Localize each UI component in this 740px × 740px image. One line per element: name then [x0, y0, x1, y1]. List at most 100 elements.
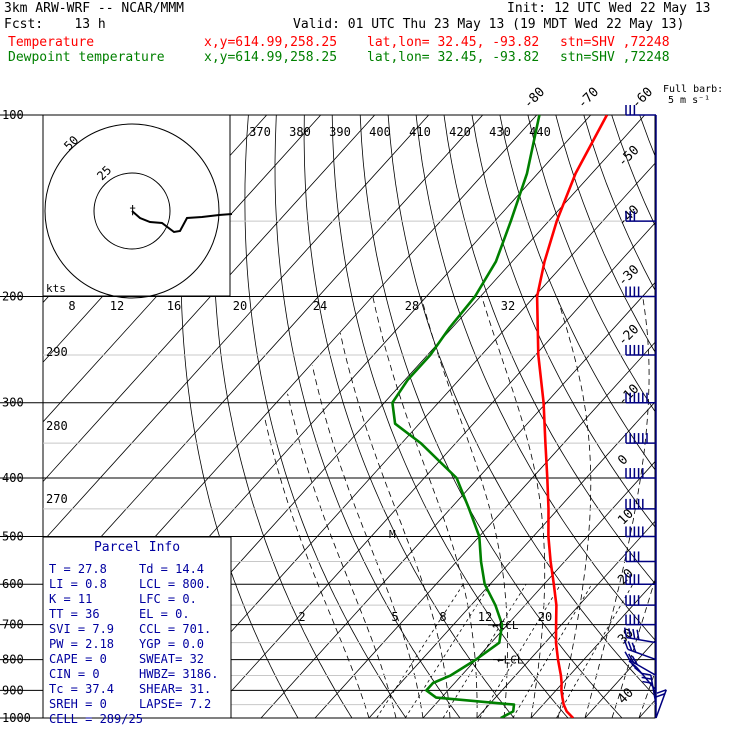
dry-adiabat	[415, 115, 655, 641]
barb-flag	[624, 651, 631, 661]
dry-adiabat	[303, 115, 515, 718]
wind-barb	[625, 614, 656, 626]
hodograph-ring-50	[44, 123, 220, 299]
pressure-label: 700	[2, 618, 24, 632]
isotherm	[368, 401, 655, 718]
barb-staff	[627, 648, 657, 661]
pressure-label: 600	[2, 577, 24, 591]
pressure-label: 100	[2, 108, 24, 122]
theta-label: 440	[529, 125, 551, 139]
forecast-hour: Fcst: 13 h	[4, 17, 106, 32]
mixing-ratio-label: 32	[501, 299, 515, 313]
parcel-row-right: LAPSE= 7.2	[139, 697, 211, 711]
pressure-label: 300	[2, 396, 24, 410]
wind-barb	[625, 574, 656, 585]
isotherm	[206, 222, 655, 718]
isotherm	[314, 341, 655, 718]
moist-adiabat	[287, 393, 397, 718]
mixing-ratio-line	[479, 583, 562, 718]
parcel-row-left: TT = 36	[49, 607, 100, 621]
moist-adiabat	[311, 365, 424, 718]
barb-flag	[631, 642, 637, 653]
temp-label: 0	[615, 452, 631, 468]
temp-label: -80	[521, 85, 548, 112]
theta-label: 380	[289, 125, 311, 139]
hodograph-origin-marker: †	[129, 203, 136, 217]
barb-key-line2: 5 m s⁻¹	[668, 95, 710, 106]
wind-barb	[623, 639, 657, 661]
temp-label: -30	[615, 262, 642, 289]
legend-temperature-label: Temperature	[8, 35, 95, 50]
parcel-row-right: EL = 0.	[139, 607, 190, 621]
wind-barb	[625, 211, 656, 222]
level-marker-lcl: ←LCL	[497, 654, 524, 667]
parcel-row-left: CAPE = 0	[49, 652, 107, 666]
mixing-ratio-label: 24	[313, 299, 327, 313]
pressure-label: 1000	[2, 711, 31, 725]
moist-adiabat	[638, 670, 655, 718]
wind-barb	[625, 433, 656, 444]
parcel-row-left: LI = 0.8	[49, 577, 107, 591]
theta-left-label: 280	[46, 419, 68, 433]
wind-barb	[625, 286, 656, 298]
dry-adiabat	[668, 115, 740, 718]
mixing-ratio-label-low: 2	[298, 610, 305, 624]
isotherm	[638, 699, 655, 718]
isotherm	[152, 162, 655, 718]
moist-adiabat	[584, 296, 650, 718]
wind-barb	[624, 651, 657, 677]
mixing-ratio-label: 8	[68, 299, 75, 313]
temp-label: -60	[629, 85, 656, 112]
mixing-ratio-label: 12	[110, 299, 124, 313]
parcel-row-left: CIN = 0	[49, 667, 100, 681]
barb-flag	[655, 693, 666, 698]
barb-flag	[656, 689, 667, 694]
parcel-row-left: SREH = 0	[49, 697, 107, 711]
legend-dewpoint-latlon: lat,lon= 32.45, -93.82	[367, 50, 540, 65]
mixing-ratio-label-low: 8	[439, 610, 446, 624]
wind-barb	[625, 526, 656, 538]
theta-label: 370	[249, 125, 271, 139]
parcel-row-right: Td = 14.4	[139, 562, 204, 576]
wind-barb	[625, 595, 656, 606]
parcel-info-box: Parcel Info T = 27.8 Td = 14.4 LI = 0.8 LCL …	[42, 536, 232, 726]
parcel-row-left: PW = 2.18	[49, 637, 114, 651]
isotherm	[422, 461, 655, 718]
dry-adiabat	[696, 115, 740, 718]
hodograph-ring-25	[93, 172, 171, 250]
legend-temperature-latlon: lat,lon= 32.45, -93.82	[367, 35, 540, 50]
wind-barb	[628, 660, 657, 691]
moist-adiabat	[420, 296, 509, 718]
wind-barbs	[623, 105, 667, 719]
hodograph-trace	[131, 210, 233, 234]
hodograph-frame	[42, 114, 231, 297]
isotherm	[476, 520, 655, 718]
dry-adiabat	[244, 115, 407, 718]
parcel-row-left: K = 11	[49, 592, 92, 606]
barb-staff	[629, 659, 657, 677]
barb-key-line1: Full barb:	[663, 84, 723, 95]
wind-barb	[625, 392, 656, 404]
hodograph-units: kts	[46, 282, 66, 295]
parcel-row-left: Tc = 37.4	[49, 682, 114, 696]
parcel-row-right: CCL = 701.	[139, 622, 211, 636]
isotherm	[693, 115, 740, 718]
barb-flag	[623, 639, 629, 650]
wind-barb	[625, 498, 656, 510]
wind-barb	[625, 468, 656, 479]
mixing-ratio-label-low: 12	[478, 610, 492, 624]
isotherm	[43, 115, 376, 483]
theta-label: 390	[329, 125, 351, 139]
mixing-ratio-label: 20	[233, 299, 247, 313]
parcel-info-frame	[42, 536, 232, 719]
temperature-line	[535, 115, 609, 718]
level-marker-m: M	[389, 528, 396, 541]
mixing-ratio-line	[442, 583, 527, 718]
barb-flag	[628, 653, 635, 663]
legend-dewpoint-label: Dewpoint temperature	[8, 50, 165, 65]
sounding-curves	[391, 115, 609, 718]
isobars	[0, 114, 656, 719]
pressure-label: 500	[2, 529, 24, 543]
